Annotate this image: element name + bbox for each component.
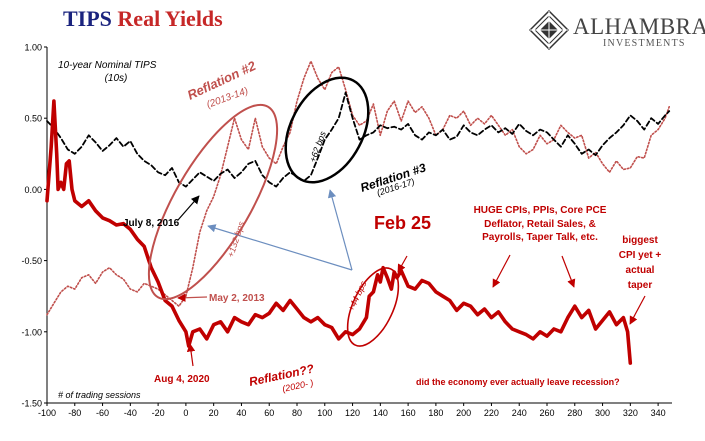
annotation-biggest-line1: biggest bbox=[622, 235, 658, 246]
annotation-feb25: Feb 25 bbox=[374, 213, 431, 233]
annotation-plus44: +44 bps bbox=[346, 279, 369, 313]
reflation3-ellipse bbox=[284, 76, 370, 184]
y-tick-label: -1.50 bbox=[21, 399, 42, 409]
x-tick-label: 60 bbox=[264, 408, 274, 418]
annotation-huge-line1: HUGE CPIs, PPIs, Core PCE bbox=[474, 205, 607, 216]
x-tick-label: 160 bbox=[401, 408, 416, 418]
x-tick-label: 0 bbox=[183, 408, 188, 418]
arrow-to-reflation3 bbox=[327, 189, 353, 271]
x-tick-label: -40 bbox=[124, 408, 137, 418]
arrow-biggest-cpi bbox=[629, 295, 646, 325]
title-part-tips: TIPS bbox=[63, 6, 112, 31]
annotation-july-2016: July 8, 2016 bbox=[123, 218, 180, 229]
x-tick-label: -20 bbox=[152, 408, 165, 418]
series-line-0 bbox=[46, 91, 671, 188]
arrow-feb-25 bbox=[397, 255, 408, 273]
annotation-recession-question: did the economy ever actually leave rece… bbox=[416, 377, 620, 387]
x-tick-label: 100 bbox=[317, 408, 332, 418]
x-tick-label: 300 bbox=[595, 408, 610, 418]
y-tick-label: 1.00 bbox=[24, 43, 42, 53]
arrow-may-2013 bbox=[177, 293, 208, 302]
x-tick-label: 240 bbox=[512, 408, 527, 418]
annotation-huge-line3: Payrolls, Taper Talk, etc. bbox=[482, 232, 598, 243]
reflation-current-ellipse bbox=[346, 267, 400, 347]
annotation-nominal-sub: (10s) bbox=[105, 73, 128, 84]
x-tick-label: -100 bbox=[38, 408, 56, 418]
annotation-plus62: +62 bps bbox=[307, 129, 328, 163]
x-tick-label: 260 bbox=[539, 408, 554, 418]
x-tick-label: 80 bbox=[292, 408, 302, 418]
logo-name: ALHAMBRA bbox=[573, 14, 705, 39]
arrow-july-2016 bbox=[177, 195, 200, 221]
x-tick-label: 340 bbox=[651, 408, 666, 418]
x-tick-label: 120 bbox=[345, 408, 360, 418]
y-tick-label: -0.50 bbox=[21, 256, 42, 266]
x-tick-label: 280 bbox=[567, 408, 582, 418]
annotation-nominal-label: 10-year Nominal TIPS bbox=[58, 60, 157, 71]
arrow-huge-cpis-right bbox=[561, 255, 576, 288]
annotation-may-2013: May 2, 2013 bbox=[209, 293, 265, 304]
logo-subtitle: INVESTMENTS bbox=[603, 38, 686, 49]
annotation-plus132: +132 bps bbox=[225, 220, 246, 259]
annotation-biggest-line4: taper bbox=[628, 280, 653, 291]
annotation-biggest-line2: CPI yet + bbox=[619, 250, 662, 261]
reflation2-ellipse bbox=[147, 103, 279, 301]
x-axis-title: # of trading sessions bbox=[58, 390, 141, 400]
chart-title: TIPS Real Yields bbox=[63, 6, 223, 32]
x-tick-label: 320 bbox=[623, 408, 638, 418]
x-tick-label: 40 bbox=[236, 408, 246, 418]
x-tick-label: 140 bbox=[373, 408, 388, 418]
title-part-real-yields: Real Yields bbox=[117, 6, 223, 31]
x-tick-label: 180 bbox=[428, 408, 443, 418]
series-line-1 bbox=[46, 60, 670, 316]
x-tick-label: 20 bbox=[209, 408, 219, 418]
diamond-logo-icon bbox=[529, 10, 569, 50]
x-tick-label: -60 bbox=[96, 408, 109, 418]
arrow-aug-2020 bbox=[186, 343, 196, 367]
y-tick-label: 0.50 bbox=[24, 114, 42, 124]
x-tick-label: 200 bbox=[456, 408, 471, 418]
y-tick-label: -1.00 bbox=[21, 327, 42, 337]
company-logo: ALHAMBRA INVESTMENTS bbox=[527, 8, 705, 52]
x-tick-label: 220 bbox=[484, 408, 499, 418]
series-line-2 bbox=[45, 99, 633, 365]
annotation-huge-line2: Deflator, Retail Sales, & bbox=[484, 219, 596, 230]
arrow-to-reflation2 bbox=[207, 224, 353, 271]
x-tick-label: -80 bbox=[68, 408, 81, 418]
arrow-huge-cpis-left bbox=[492, 254, 511, 288]
annotation-biggest-line3: actual bbox=[626, 265, 655, 276]
annotation-aug-2020: Aug 4, 2020 bbox=[154, 374, 210, 385]
y-tick-label: 0.00 bbox=[24, 185, 42, 195]
